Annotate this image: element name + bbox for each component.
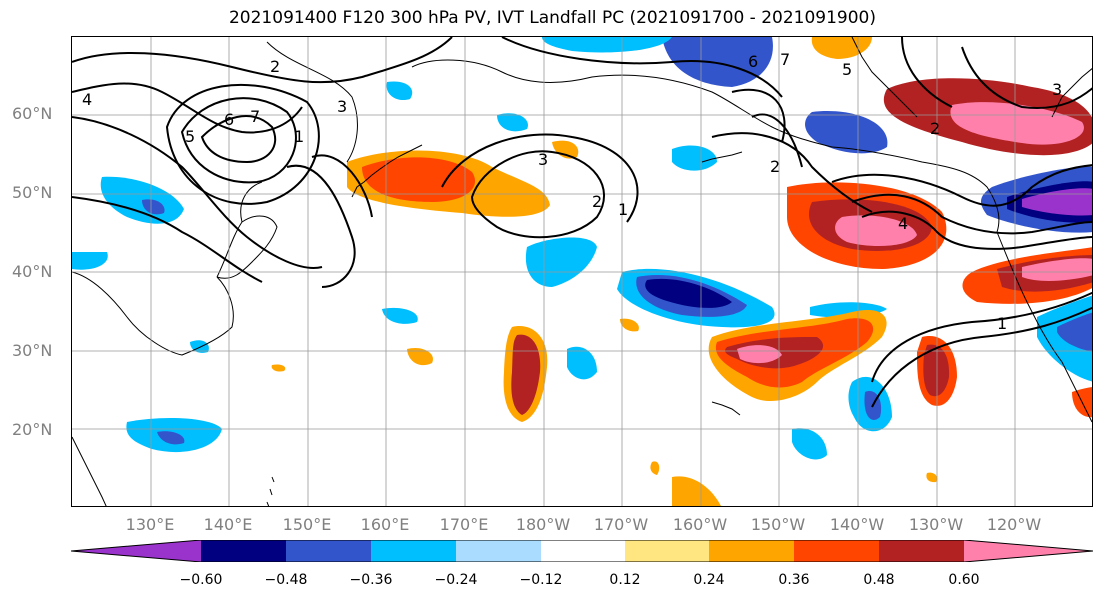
colorbar-swatch xyxy=(71,540,201,562)
lat-label-40n: 40°N xyxy=(12,262,53,281)
ivt-contours xyxy=(72,37,1092,408)
colorbar-tick: 0.36 xyxy=(778,572,810,588)
contour-label: 3 xyxy=(538,150,548,169)
colorbar-tick: −0.60 xyxy=(179,572,223,588)
pv-shading xyxy=(72,37,1092,506)
colorbar-tick: 0.60 xyxy=(948,572,980,588)
lon-label-140w: 140°W xyxy=(829,515,885,534)
colorbar-swatch xyxy=(709,540,794,562)
colorbar-tick: 0.48 xyxy=(863,572,895,588)
colorbar-swatch xyxy=(794,540,879,562)
contour-label: 3 xyxy=(1052,80,1062,99)
lon-label-150w: 150°W xyxy=(750,515,806,534)
contour-labels: 2 7 5 6 3 4 1 6 7 5 3 2 1 2 4 1 2 3 xyxy=(82,50,1062,333)
lon-label-150e: 150°E xyxy=(282,515,332,534)
contour-label: 2 xyxy=(930,119,940,138)
lon-label-140e: 140°E xyxy=(203,515,253,534)
contour-label: 1 xyxy=(997,314,1007,333)
colorbar-swatch xyxy=(456,540,541,562)
contour-label: 4 xyxy=(898,214,908,233)
contour-label: 2 xyxy=(770,157,780,176)
colorbar-tick: 0.12 xyxy=(609,572,641,588)
colorbar-swatch xyxy=(964,540,1093,562)
lat-label-20n: 20°N xyxy=(12,420,53,439)
contour-label: 3 xyxy=(337,97,347,116)
contour-label: 2 xyxy=(592,192,602,211)
colorbar xyxy=(71,540,1093,562)
lon-label-130w: 130°W xyxy=(908,515,964,534)
lon-label-130e: 130°E xyxy=(125,515,175,534)
lon-label-120w: 120°W xyxy=(986,515,1042,534)
colorbar-tick: −0.12 xyxy=(519,572,563,588)
contour-label: 7 xyxy=(250,107,260,126)
contour-label: 6 xyxy=(224,110,234,129)
contour-label: 5 xyxy=(842,60,852,79)
colorbar-swatch xyxy=(286,540,371,562)
lon-label-160w: 160°W xyxy=(672,515,728,534)
lat-label-30n: 30°N xyxy=(12,341,53,360)
contour-label: 4 xyxy=(82,90,92,109)
colorbar-tick: −0.24 xyxy=(434,572,478,588)
map-canvas: 2 7 5 6 3 4 1 6 7 5 3 2 1 2 4 1 2 3 xyxy=(72,37,1092,506)
contour-label: 5 xyxy=(185,127,195,146)
contour-label: 1 xyxy=(618,200,628,219)
graticule xyxy=(72,37,1092,506)
colorbar-tick: 0.24 xyxy=(693,572,725,588)
colorbar-swatch xyxy=(371,540,456,562)
lon-label-170e: 170°E xyxy=(439,515,489,534)
contour-label: 1 xyxy=(294,127,304,146)
colorbar-swatch xyxy=(541,540,625,562)
colorbar-swatch xyxy=(625,540,709,562)
contour-label: 7 xyxy=(780,50,790,69)
colorbar-swatch xyxy=(201,540,286,562)
lon-label-180w: 180°W xyxy=(515,515,571,534)
map-panel: 2 7 5 6 3 4 1 6 7 5 3 2 1 2 4 1 2 3 xyxy=(71,36,1093,507)
lat-label-50n: 50°N xyxy=(12,183,53,202)
lon-label-170w: 170°W xyxy=(593,515,649,534)
lon-label-160e: 160°E xyxy=(360,515,410,534)
map-title: 2021091400 F120 300 hPa PV, IVT Landfall… xyxy=(228,8,876,28)
colorbar-tick: −0.48 xyxy=(264,572,308,588)
contour-label: 6 xyxy=(748,52,758,71)
coastlines xyxy=(72,37,1092,506)
colorbar-swatch xyxy=(879,540,964,562)
lat-label-60n: 60°N xyxy=(12,104,53,123)
contour-label: 2 xyxy=(270,57,280,76)
colorbar-tick: −0.36 xyxy=(349,572,393,588)
